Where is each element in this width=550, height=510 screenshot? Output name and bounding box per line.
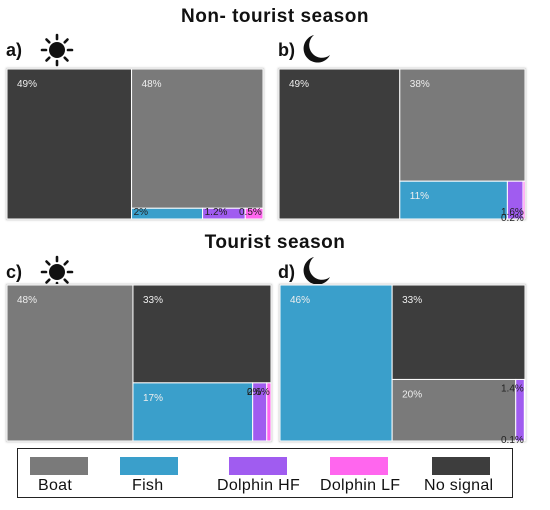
legend-label-no-signal: No signal	[424, 477, 494, 494]
tile-label-boat: 20%	[402, 389, 422, 400]
tile-no-signal	[278, 68, 401, 220]
moon-icon	[303, 257, 330, 285]
legend-label-dolphin-lf: Dolphin LF	[320, 477, 401, 494]
treemap-c: 48% 33% 17% 2%0.6%	[6, 284, 272, 442]
tile-label-no-signal: 49%	[289, 79, 309, 90]
legend-swatch-dolphin-hf	[229, 457, 287, 475]
treemap-panel-d: 46% 33% 20% 1.4% 0.1%	[279, 284, 526, 446]
treemap-b: 49% 38% 11% 1.6%0.2%	[278, 68, 526, 224]
tile-no-signal	[132, 284, 272, 384]
tile-dolphin-lf	[266, 382, 272, 442]
tile-boat	[399, 68, 526, 182]
treemap-panel-b: 49% 38% 11% 1.6% 0.2%	[278, 68, 526, 224]
tile-label-dolphin-lf: 0.1%	[501, 435, 524, 446]
legend-swatch-dolphin-lf	[330, 457, 388, 475]
tile-label-dolphin-lf: 0.6%	[247, 387, 270, 398]
sun-icon	[40, 255, 74, 289]
tile-dolphin-lf	[523, 378, 526, 442]
tile-label-fish: 46%	[290, 295, 310, 306]
tile-label-boat: 48%	[17, 295, 37, 306]
tile-label-dolphin-hf: 1.4%	[501, 383, 524, 394]
tile-dolphin-lf	[522, 180, 526, 220]
tile-no-signal	[391, 284, 526, 380]
tile-label-boat: 48%	[142, 79, 162, 90]
tile-label-no-signal: 49%	[17, 79, 37, 90]
legend: Boat Fish Dolphin HF Dolphin LF No signa…	[17, 448, 513, 498]
tile-label-dolphin-hf: 1.6%	[501, 207, 524, 218]
tile-label-dolphin-lf: 0.2%	[501, 213, 524, 224]
tile-label-no-signal: 33%	[402, 295, 422, 306]
tile-label-fish: 11%	[410, 191, 429, 202]
legend-label-boat: Boat	[38, 477, 73, 494]
tile-fish	[132, 382, 254, 442]
tile-boat	[131, 68, 264, 209]
treemap-panel-c: 48% 33% 17% 2% 0.6%	[6, 284, 272, 442]
tile-label-boat: 38%	[410, 79, 430, 90]
tile-label-dolphin-lf: 0.5%	[239, 207, 262, 218]
tile-dolphin-lf	[244, 207, 264, 220]
legend-swatch-fish	[120, 457, 178, 475]
treemap-panel-a: 49% 48% 2% 1.2% 0.5%	[6, 68, 264, 220]
tile-no-signal	[6, 68, 133, 220]
panel-label-a: a)	[6, 40, 23, 60]
legend-label-fish: Fish	[132, 477, 164, 494]
title-tourist-season: Tourist season	[204, 232, 346, 253]
treemap-d: 46% 33% 20% 1.4% 0.1%	[279, 284, 526, 446]
moon-icon	[303, 35, 330, 63]
tile-label-fish: 2%	[134, 207, 149, 218]
legend-swatch-no-signal	[432, 457, 490, 475]
title-non-tourist-season: Non- tourist season	[181, 6, 369, 27]
panel-label-b: b)	[278, 40, 295, 60]
panel-label-d: d)	[278, 262, 295, 282]
tile-label-no-signal: 33%	[143, 295, 163, 306]
legend-label-dolphin-hf: Dolphin HF	[217, 477, 301, 494]
tile-label-fish: 17%	[143, 393, 163, 404]
treemap-a: 49% 48% 2% 1.2% 0.5%	[6, 68, 264, 220]
tile-boat	[391, 378, 517, 442]
tile-label-dolphin-hf: 2%	[247, 387, 262, 398]
tile-boat	[6, 284, 134, 442]
panel-label-c: c)	[6, 262, 23, 282]
sun-icon	[40, 33, 74, 67]
legend-swatch-boat	[30, 457, 88, 475]
tile-fish	[279, 284, 393, 442]
tile-fish	[399, 180, 508, 220]
tile-label-dolphin-hf: 1.2%	[205, 207, 228, 218]
